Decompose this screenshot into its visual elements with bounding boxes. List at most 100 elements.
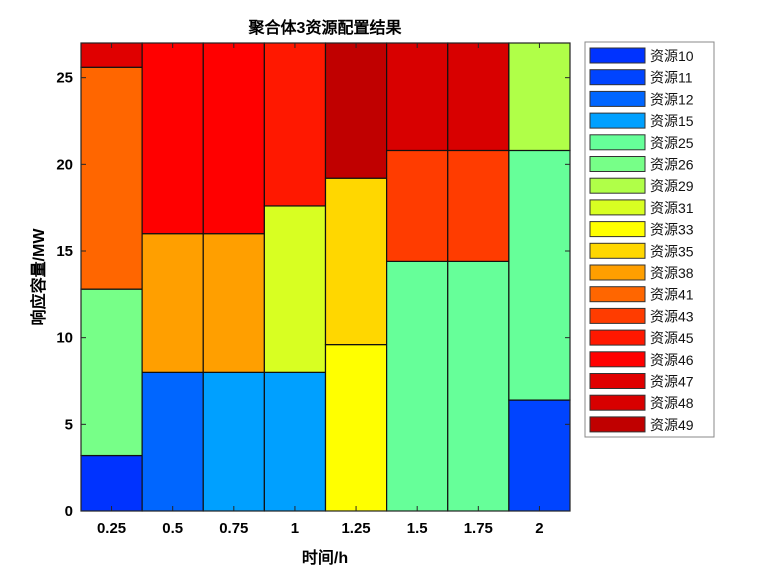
legend-label: 资源48 — [650, 395, 694, 411]
bar-segment — [80, 288, 143, 457]
legend-label: 资源31 — [650, 200, 694, 216]
bar-segment — [141, 371, 204, 512]
bar-segment — [80, 66, 143, 290]
legend-label: 资源35 — [650, 243, 694, 259]
bar-segment — [447, 149, 510, 262]
legend-label: 资源25 — [650, 135, 694, 151]
y-tick-label: 0 — [65, 503, 73, 520]
bar-segment — [202, 371, 265, 512]
legend-swatch — [589, 373, 646, 389]
legend-item: 资源45 — [589, 329, 694, 346]
legend-swatch — [589, 134, 646, 151]
legend-item: 资源43 — [589, 307, 694, 324]
legend-item: 资源49 — [589, 416, 694, 433]
x-tick-label: 0.5 — [162, 520, 183, 537]
x-tick-label: 1 — [291, 520, 299, 537]
legend-label: 资源43 — [650, 308, 694, 324]
legend-label: 资源12 — [650, 91, 694, 107]
x-tick-label: 1.5 — [407, 520, 428, 537]
legend-swatch — [589, 329, 646, 346]
legend-label: 资源41 — [650, 287, 694, 303]
legend-item: 资源38 — [589, 264, 694, 281]
legend-item: 资源11 — [589, 69, 693, 86]
y-tick-label: 25 — [56, 70, 73, 87]
legend-item: 资源15 — [589, 112, 694, 129]
legend-swatch — [589, 264, 646, 281]
bar-segment — [386, 42, 449, 152]
legend-item: 资源48 — [589, 394, 694, 411]
bar-segment — [324, 177, 388, 346]
legend-label: 资源47 — [650, 374, 694, 390]
legend-label: 资源11 — [650, 70, 693, 86]
bar-segment — [324, 42, 388, 179]
legend-swatch — [589, 177, 646, 194]
x-axis-label: 时间/h — [302, 548, 348, 567]
x-tick-label: 0.25 — [97, 520, 126, 537]
bar-segment — [386, 260, 449, 512]
legend-swatch — [589, 90, 646, 107]
bar-segment — [386, 149, 449, 262]
bar-segment — [202, 233, 265, 373]
y-tick-label: 20 — [56, 156, 73, 173]
bars-group — [80, 42, 571, 512]
legend-item: 资源47 — [589, 373, 694, 390]
bar-segment — [324, 344, 388, 512]
bar-segment — [80, 454, 143, 512]
legend-item: 资源29 — [589, 177, 694, 194]
legend-label: 资源15 — [650, 113, 694, 129]
legend-swatch — [589, 112, 646, 129]
bar-segment — [447, 42, 510, 152]
bar-segment — [508, 399, 571, 512]
legend-item: 资源12 — [589, 90, 694, 107]
bar-segment — [202, 42, 265, 235]
legend-label: 资源26 — [650, 157, 694, 173]
legend-swatch — [589, 242, 646, 259]
legend-item: 资源35 — [589, 242, 694, 259]
x-tick-label: 1.75 — [464, 520, 493, 537]
legend-swatch — [589, 47, 646, 64]
bar-segment — [508, 42, 571, 152]
legend-item: 资源41 — [589, 286, 694, 303]
y-tick-label: 15 — [56, 243, 73, 260]
bar-segment — [263, 205, 327, 373]
legend-label: 资源46 — [650, 352, 694, 368]
legend-swatch — [589, 286, 646, 303]
x-tick-label: 1.25 — [341, 520, 370, 537]
legend-item: 资源33 — [589, 221, 694, 238]
bar-segment — [508, 149, 571, 401]
legend-label: 资源38 — [650, 265, 694, 281]
x-tick-label: 2 — [535, 520, 543, 537]
legend: 资源10 资源11 资源12 资源15 资源25 资源26 资源29 资源31 资源33 资源35… — [584, 41, 715, 438]
y-tick-label: 10 — [56, 330, 73, 347]
legend-item: 资源31 — [589, 199, 694, 216]
legend-swatch — [589, 221, 646, 238]
legend-label: 资源10 — [650, 48, 694, 64]
legend-swatch — [589, 69, 646, 86]
y-tick-label: 5 — [65, 416, 73, 433]
bar-segment — [141, 233, 204, 373]
bar-segment — [447, 260, 510, 512]
y-axis-label: 响应容量/MW — [29, 228, 48, 326]
chart-title: 聚合体3资源配置结果 — [248, 18, 402, 37]
legend-swatch — [589, 351, 646, 368]
bar-segment — [141, 42, 204, 235]
legend-swatch — [589, 307, 646, 324]
x-tick-label: 0.75 — [219, 520, 248, 537]
legend-swatch — [589, 416, 646, 433]
legend-item: 资源26 — [589, 156, 694, 173]
legend-label: 资源49 — [650, 417, 694, 433]
legend-label: 资源33 — [650, 222, 694, 238]
legend-swatch — [589, 394, 646, 411]
bar-segment — [263, 42, 327, 207]
bar-segment — [263, 371, 327, 512]
axes-box — [80, 42, 571, 512]
legend-swatch — [589, 199, 646, 216]
legend-label: 资源45 — [650, 330, 694, 346]
legend-item: 资源46 — [589, 351, 694, 368]
legend-box — [584, 41, 715, 438]
legend-item: 资源10 — [589, 47, 694, 64]
legend-label: 资源29 — [650, 178, 694, 194]
